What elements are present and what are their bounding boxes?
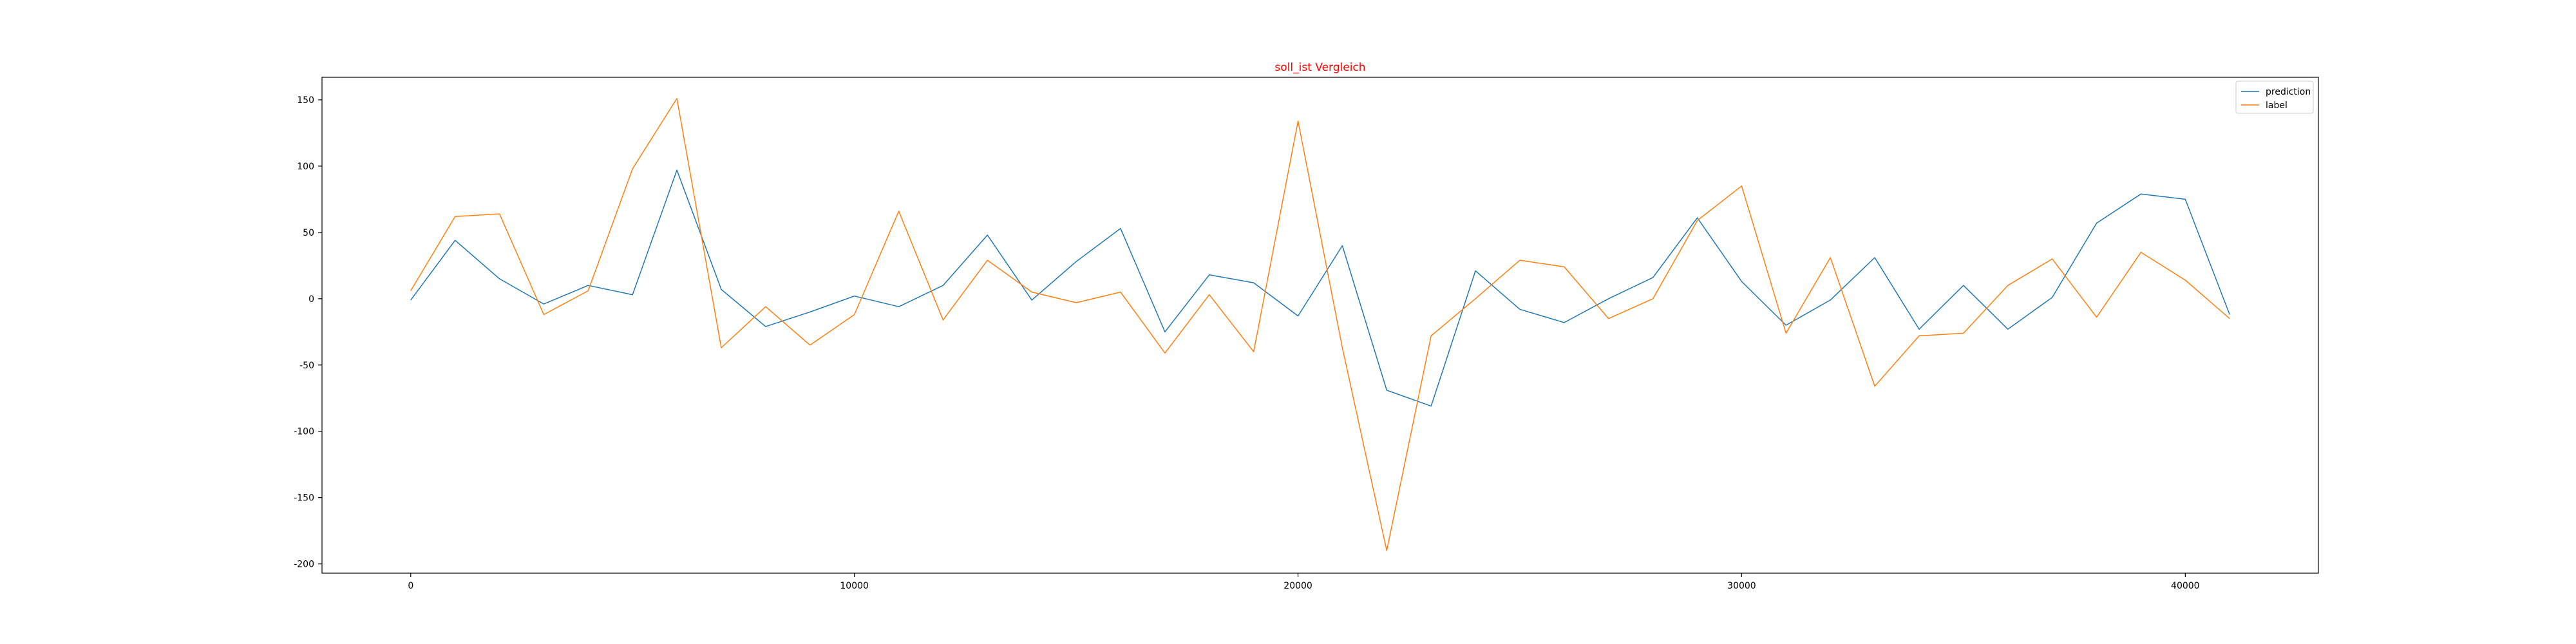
legend: prediction label bbox=[2235, 80, 2314, 114]
series-line-label bbox=[410, 98, 2230, 551]
y-axis: -200 -150 -100 -50 0 50 100 150 bbox=[294, 95, 322, 570]
legend-label-label: label bbox=[2266, 100, 2287, 111]
x-axis: 0 10000 20000 30000 40000 bbox=[408, 573, 2200, 591]
chart-title: soll_ist Vergleich bbox=[1274, 61, 1365, 74]
x-tick-label: 20000 bbox=[1283, 581, 1312, 591]
y-tick-label: -200 bbox=[294, 560, 314, 570]
plot-area bbox=[321, 77, 2319, 574]
y-tick-label: 0 bbox=[308, 294, 314, 305]
x-tick-label: 30000 bbox=[1727, 581, 1756, 591]
series-layer bbox=[410, 98, 2230, 551]
y-tick-label: 100 bbox=[297, 162, 314, 172]
legend-label-prediction: prediction bbox=[2266, 87, 2311, 97]
x-tick-label: 0 bbox=[408, 581, 413, 591]
series-line-prediction bbox=[410, 169, 2230, 407]
y-tick-label: 150 bbox=[297, 95, 314, 106]
x-tick-label: 40000 bbox=[2171, 581, 2200, 591]
y-tick-label: -100 bbox=[294, 427, 314, 437]
x-tick-label: 10000 bbox=[840, 581, 869, 591]
y-tick-label: 50 bbox=[303, 228, 314, 238]
y-tick-label: -50 bbox=[299, 361, 314, 371]
y-tick-label: -150 bbox=[294, 493, 314, 504]
